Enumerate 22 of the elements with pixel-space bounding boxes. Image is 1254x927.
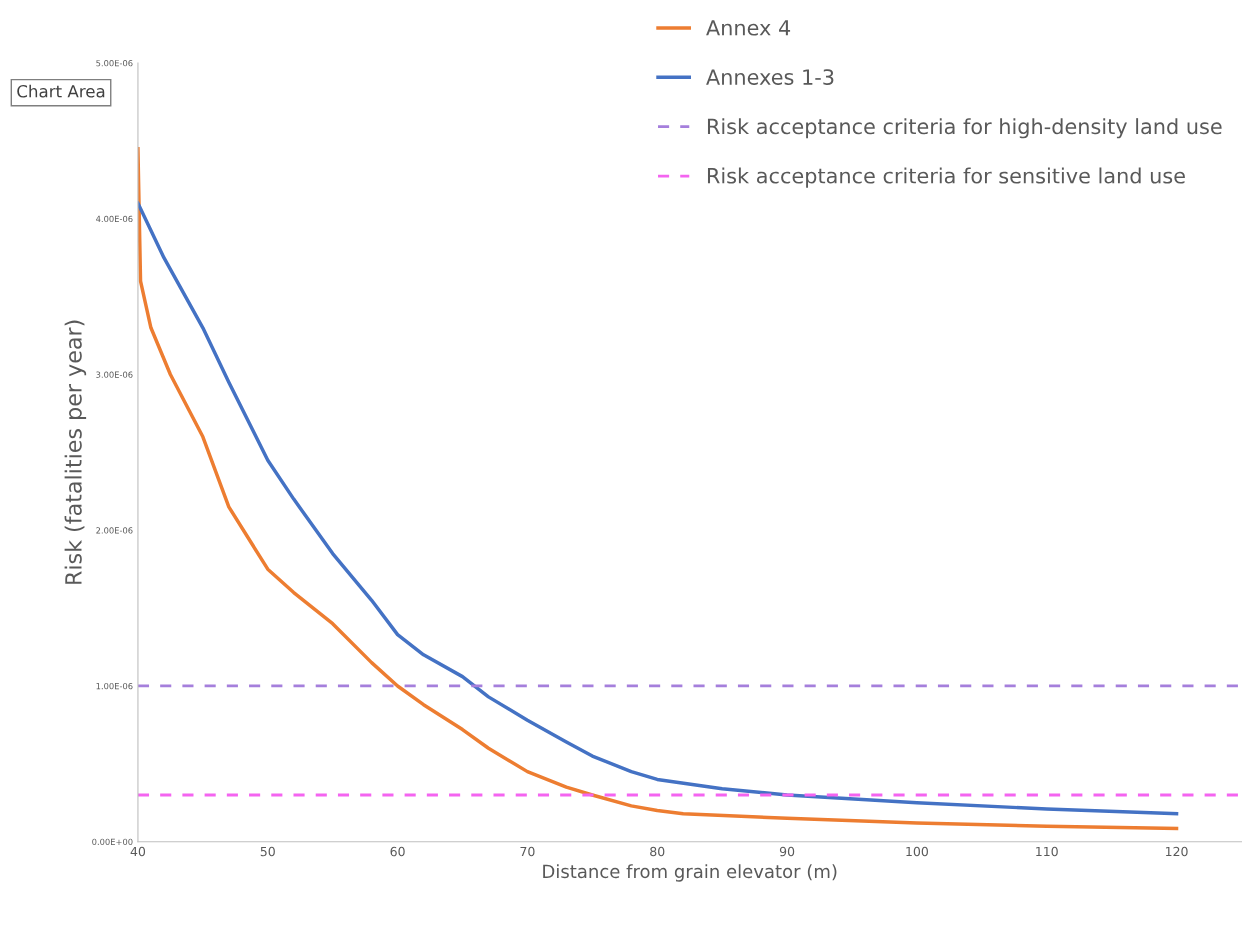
x-tick-label: 70 <box>520 846 535 857</box>
x-tick-label: 50 <box>260 846 275 857</box>
y-tick-label: 3.00E-06 <box>96 371 133 378</box>
y-tick-label: 1.00E-06 <box>96 682 133 690</box>
legend-label: Risk acceptance criteria for high-density land use <box>707 118 1222 139</box>
x-tick-label: 110 <box>1036 846 1058 857</box>
x-tick-label: 60 <box>390 846 405 857</box>
y-tick-label: 5.00E-06 <box>96 60 133 67</box>
legend-label: Annexes 1-3 <box>706 69 834 85</box>
y-tick-label: 0.00E+00 <box>92 838 133 845</box>
legend-label: Risk acceptance criteria for sensitive land use <box>707 167 1185 188</box>
y-tick-label: 4.00E-06 <box>96 215 133 223</box>
x-tick-label: 100 <box>906 846 928 857</box>
legend-label: Annex 4 <box>706 20 791 36</box>
x-tick-label: 90 <box>779 846 795 857</box>
x-tick-label: 120 <box>1165 846 1188 857</box>
y-tick-label: 2.00E-06 <box>96 527 133 534</box>
y-axis-title: Risk (fatalities per year) <box>64 320 87 584</box>
text: Chart Area <box>17 84 105 98</box>
x-axis-title: Distance from grain elevator (m) <box>543 864 837 882</box>
x-tick-label: 40 <box>130 846 146 857</box>
x-tick-label: 80 <box>650 846 665 857</box>
